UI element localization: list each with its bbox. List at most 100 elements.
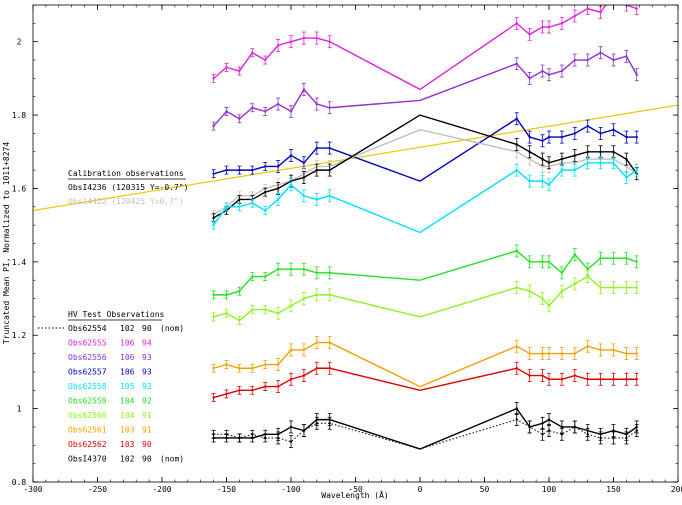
- data-point: [289, 440, 293, 443]
- hv-legend-hv2: 94: [142, 339, 152, 348]
- hv-legend-hv1: 102: [120, 455, 135, 464]
- series-line: [213, 275, 637, 322]
- data-point: [328, 293, 331, 297]
- data-point: [625, 135, 628, 139]
- data-point: [251, 367, 254, 370]
- data-point: [573, 14, 576, 18]
- data-point: [264, 308, 267, 311]
- data-point: [560, 271, 564, 275]
- data-point: [528, 179, 531, 183]
- data-point: [612, 348, 615, 352]
- hv-legend-hv1: 104: [120, 397, 135, 406]
- data-point: [212, 293, 215, 297]
- data-point: [635, 7, 638, 10]
- data-point: [289, 183, 293, 186]
- hv-legend-obs: Obs62554: [68, 324, 107, 333]
- data-point: [276, 312, 280, 315]
- x-tick-label: -300: [23, 485, 42, 494]
- data-point: [625, 55, 628, 58]
- data-point: [225, 312, 228, 315]
- series-8: [211, 336, 639, 388]
- data-point: [560, 157, 564, 161]
- data-point: [599, 348, 602, 352]
- hv-legend-note: (nom): [160, 324, 184, 333]
- data-point: [528, 77, 531, 80]
- x-tick-label: -100: [281, 485, 300, 494]
- data-point: [315, 102, 318, 106]
- data-point: [625, 378, 628, 381]
- data-point: [573, 352, 576, 355]
- series-5: [211, 156, 639, 234]
- x-tick-label: -150: [217, 485, 236, 494]
- data-point: [276, 187, 280, 190]
- data-point: [251, 308, 254, 311]
- data-point: [302, 88, 306, 91]
- x-tick-label: -250: [88, 485, 107, 494]
- data-point: [289, 40, 293, 43]
- data-point: [541, 139, 544, 142]
- data-point: [541, 157, 544, 161]
- data-point: [225, 293, 228, 297]
- data-point: [238, 168, 241, 172]
- x-tick-label: -50: [348, 485, 363, 494]
- data-point: [264, 110, 267, 113]
- data-point: [225, 66, 228, 69]
- y-tick-label: 1.4: [12, 258, 27, 267]
- data-point: [328, 40, 331, 43]
- data-point: [238, 117, 241, 120]
- data-point: [225, 168, 228, 172]
- data-point: [599, 286, 602, 289]
- series-line: [213, 419, 638, 450]
- data-point: [573, 253, 576, 256]
- calibration-legend-title: Calibration observations: [68, 169, 184, 178]
- data-point: [289, 425, 293, 429]
- series-line: [213, 367, 637, 399]
- data-point: [315, 168, 318, 172]
- data-point: [238, 290, 241, 293]
- y-axis-label: Truncated Mean PI, Normalized to 1011+82…: [2, 142, 11, 344]
- data-point: [238, 436, 241, 440]
- hv-legend-hv2: 92: [142, 382, 152, 391]
- data-point: [528, 157, 531, 161]
- data-point: [212, 223, 215, 227]
- data-point: [515, 117, 518, 120]
- data-point: [328, 422, 331, 425]
- data-point: [264, 436, 267, 440]
- data-point: [625, 157, 628, 161]
- data-point: [528, 150, 531, 153]
- data-point: [289, 154, 293, 157]
- series-9: [211, 361, 639, 403]
- data-point: [541, 352, 544, 355]
- hv-legend-hv1: 106: [120, 339, 135, 348]
- data-point: [560, 425, 564, 429]
- data-point: [264, 190, 267, 194]
- hv-legend-obs: Obs62558: [68, 382, 107, 391]
- data-point: [541, 179, 544, 183]
- data-point: [302, 297, 306, 300]
- data-point: [264, 165, 267, 168]
- data-point: [328, 168, 331, 172]
- data-point: [225, 205, 228, 209]
- data-point: [315, 422, 318, 425]
- data-point: [328, 271, 331, 275]
- data-point: [289, 304, 293, 308]
- x-tick-label: 50: [480, 485, 490, 494]
- y-tick-label: 1.6: [12, 184, 27, 193]
- series-1: [211, 46, 639, 131]
- data-point: [560, 378, 564, 381]
- data-point: [225, 433, 228, 436]
- data-point: [289, 348, 293, 352]
- x-tick-label: 150: [606, 485, 621, 494]
- data-point: [547, 304, 551, 308]
- data-point: [635, 73, 638, 76]
- data-point: [238, 389, 241, 392]
- data-point: [225, 392, 228, 396]
- data-point: [635, 260, 638, 264]
- data-point: [635, 429, 638, 432]
- data-point: [212, 315, 215, 319]
- hv-legend-hv2: 93: [142, 353, 152, 362]
- data-point: [328, 194, 331, 197]
- data-point: [276, 44, 280, 47]
- data-point: [264, 363, 267, 366]
- data-point: [515, 407, 518, 410]
